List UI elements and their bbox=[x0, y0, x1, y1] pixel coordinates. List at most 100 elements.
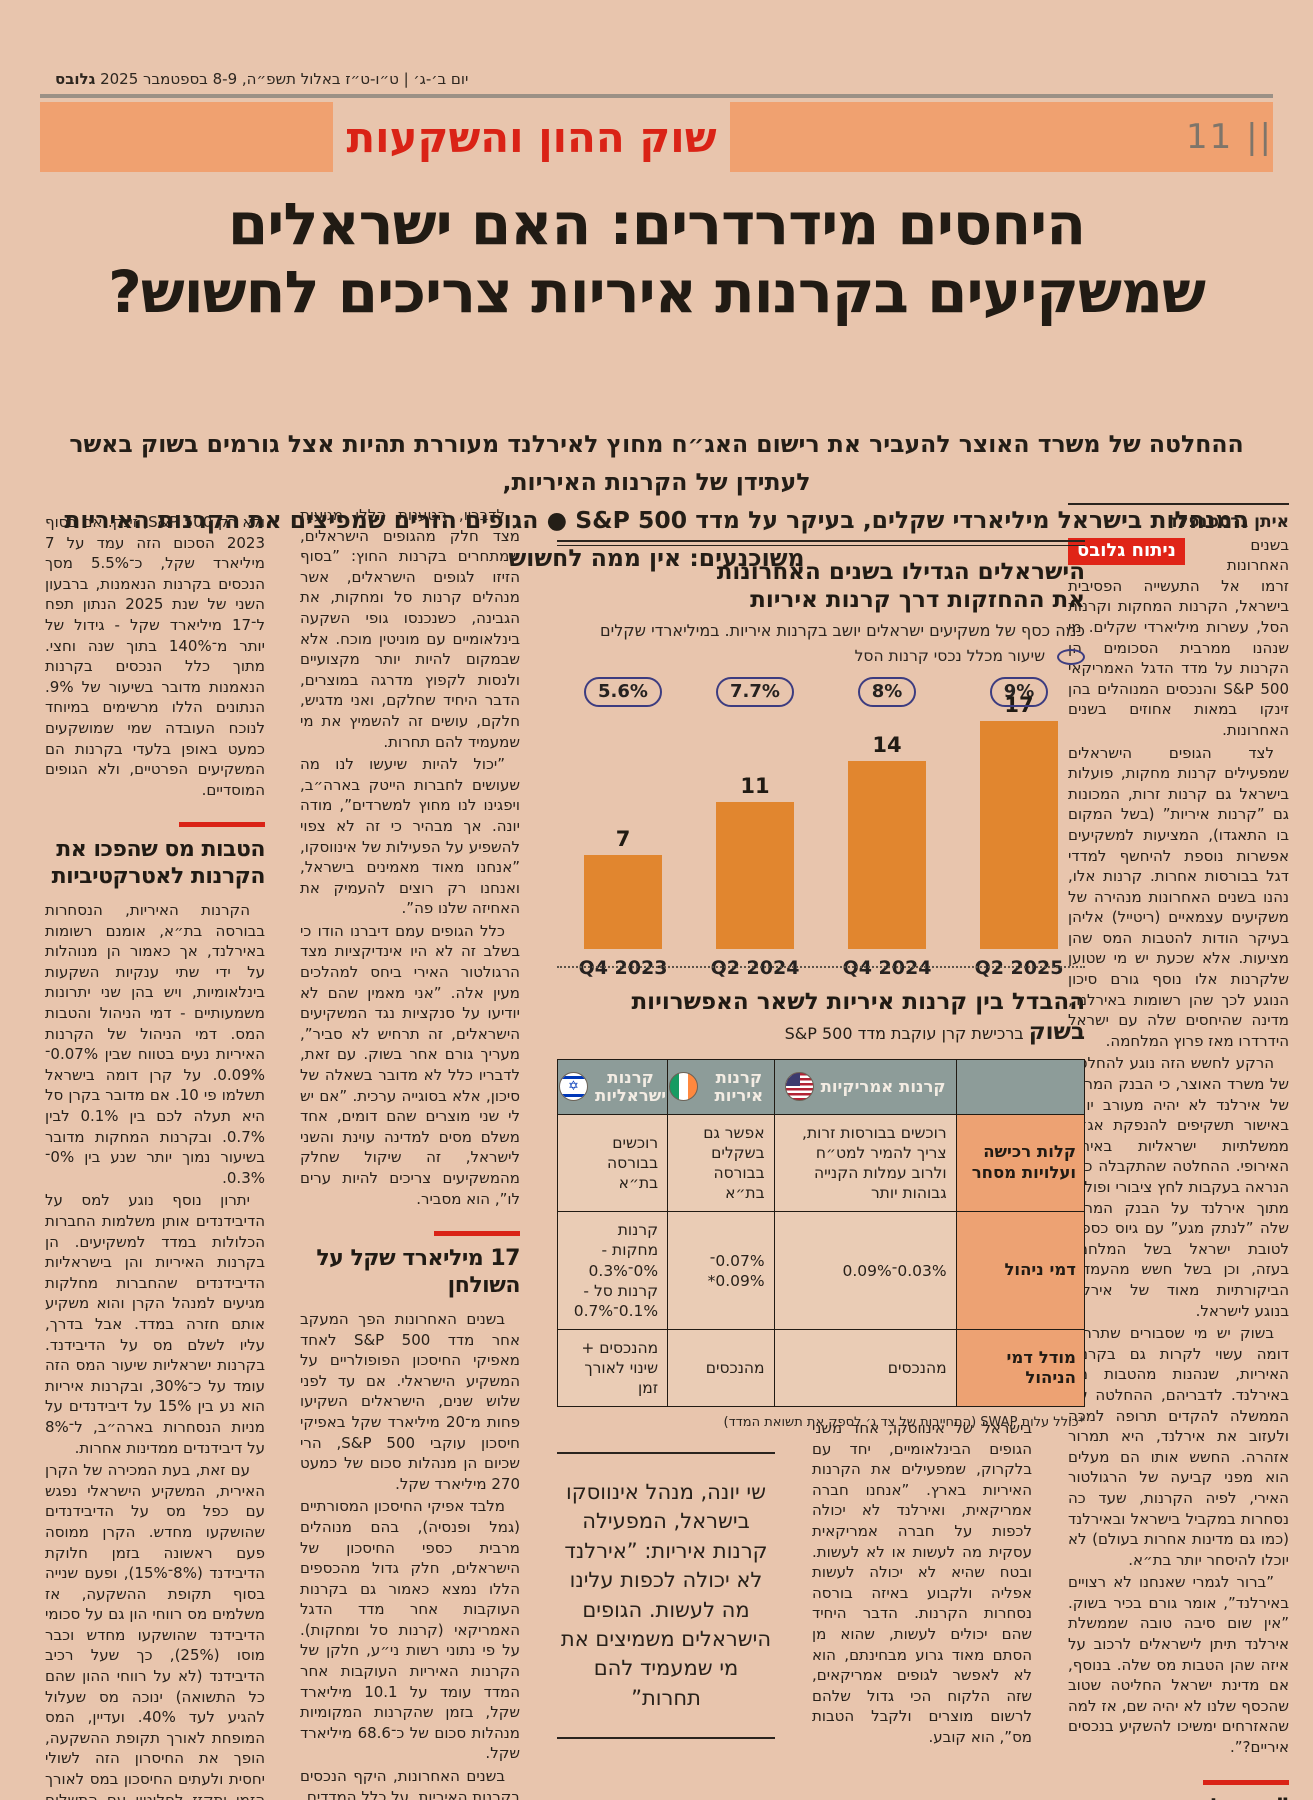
column-subhead-block: 17 מיליארד שקל על השולחן bbox=[300, 1231, 521, 1299]
section-band: 11 || שוק ההון והשקעות bbox=[40, 102, 1273, 172]
body-paragraph: הקרנות האיריות, הנסחרות בבורסה בת״א, אומ… bbox=[45, 901, 265, 1187]
column-header-label: קרנות אמריקיות bbox=[820, 1076, 946, 1096]
table-row: מודל דמי הניהול מהנכסים מהנכסים מהנכסים … bbox=[556, 1329, 1086, 1408]
chart-subtitle: כמה כסף של משקיעים ישראלים יושב בקרנות א… bbox=[600, 621, 1085, 641]
red-bar bbox=[434, 1231, 520, 1237]
body-paragraph: יתרון נוסף נוגע למס על הדיבידנדים אותן מ… bbox=[45, 1191, 265, 1457]
bar-slot: 8% 14 bbox=[821, 677, 953, 950]
pull-quote: שי יונה, מנהל אינווסקו בישראל, המפעילה ק… bbox=[557, 1452, 775, 1740]
chart-block: הישראלים הגדילו בשנים האחרונות את ההחזקו… bbox=[557, 540, 1085, 979]
table-row: קלות רכישה ועלויות מסחר רוכשים בבורסות ז… bbox=[556, 1113, 1086, 1213]
column-header-label: קרנות איריות bbox=[714, 1067, 764, 1105]
us-funds-header: קרנות אמריקיות bbox=[773, 1058, 957, 1115]
band-middle: שוק ההון והשקעות bbox=[333, 102, 730, 172]
chart-top-rule bbox=[557, 540, 1085, 546]
body-paragraph: בישראל של אינווסקו, אחד משני הגופים הבינ… bbox=[812, 1419, 1032, 1746]
bar bbox=[584, 855, 662, 950]
column-header-label: קרנות ישראליות bbox=[595, 1067, 667, 1105]
comparison-table-block: ההבדל בין קרנות איריות לשאר האפשרויות בש… bbox=[556, 988, 1086, 1431]
chart-legend: שיעור מכלל נכסי קרנות הסל bbox=[557, 647, 1085, 665]
category-label: Q2 2025 bbox=[974, 957, 1064, 980]
headline-line2: שמשקיעים בקרנות איריות צריכים לחשוש? bbox=[108, 258, 1206, 327]
subheadline: ההחלטה של משרד האוצר להעביר את רישום האג… bbox=[40, 425, 1273, 577]
section-title: שוק ההון והשקעות bbox=[346, 112, 717, 162]
column-subhead: 17 מיליארד שקל על השולחן bbox=[316, 1246, 520, 1298]
body-paragraph: כלל הגופים עמם דיברנו הודו כי בשלב זה לא… bbox=[300, 921, 520, 1208]
table-header-row: קרנות אמריקיות קרנות איריות ✡ קרנות ישראל… bbox=[556, 1058, 1086, 1115]
table-cell: 0.07%־0.09%* bbox=[667, 1211, 775, 1331]
author-byline: איתן גרסטנפלד bbox=[1168, 512, 1289, 532]
dateline-text: יום ב׳-ג׳ | ט״ו-ט״ז באלול תשפ״ה, 8-9 בספ… bbox=[100, 70, 469, 88]
bar bbox=[848, 761, 926, 950]
table-cell: רוכשים בבורסה בת״א bbox=[556, 1113, 669, 1213]
bar-value-label: 14 bbox=[872, 733, 902, 758]
ireland-flag-icon bbox=[669, 1072, 699, 1102]
body-paragraph: בשוק יש מי שסבורים שתרחיש דומה עשוי לקרו… bbox=[1068, 1324, 1289, 1569]
body-paragraph: ”ברור לגמרי שאנחנו לא רצויים באירלנד”, א… bbox=[1068, 1573, 1289, 1757]
x-axis-labels: Q4 2023 Q2 2024 Q4 2024 Q2 2025 bbox=[557, 957, 1085, 979]
article-column-2: בישראל של אינווסקו, אחד משני הגופים הבינ… bbox=[812, 1418, 1032, 1750]
dateline: יום ב׳-ג׳ | ט״ו-ט״ז באלול תשפ״ה, 8-9 בספ… bbox=[55, 70, 468, 88]
table-cell: אפשר גם בשקלים בבורסה בת״א bbox=[667, 1113, 775, 1213]
column-subhead-block: הטבות מס שהפכו את הקרנות לאטרקטיביות bbox=[45, 822, 266, 890]
share-pill: 9% bbox=[989, 677, 1049, 708]
body-paragraph: הרקע לחשש הזה נוגע להחלטה של משרד האוצר,… bbox=[1068, 1054, 1289, 1320]
bar-chart-plot: 5.6% 7 7.7% 11 8% 14 9% 17 bbox=[557, 677, 1085, 950]
bar-slot: 7.7% 11 bbox=[689, 677, 821, 950]
subheadline-line1: ההחלטה של משרד האוצר להעביר את רישום האג… bbox=[69, 430, 1244, 497]
body-paragraph: ”יכול להיות שיעשו לנו מה שעושים לחברות ה… bbox=[300, 755, 520, 918]
body-paragraph: בשנים האחרונות הפך המעקב אחר מדד S&P 500… bbox=[300, 1309, 520, 1493]
table-title-rest: ברכישת קרן עוקבת מדד S&P 500 bbox=[784, 1023, 1029, 1043]
table-cell: רוכשים בבורסות זרות, צריך להמיר למט״ח ול… bbox=[773, 1113, 957, 1213]
legend-label: שיעור מכלל נכסי קרנות הסל bbox=[854, 647, 1046, 666]
category-label: Q4 2024 bbox=[842, 957, 932, 980]
chart-title-line1: הישראלים הגדילו בשנים האחרונות bbox=[716, 559, 1085, 585]
body-paragraph: לדבריו, הטענות הללו מגיעות מצד חלק מהגופ… bbox=[300, 506, 520, 751]
category-label: Q2 2024 bbox=[710, 957, 800, 980]
analysis-badge: ניתוח גלובס bbox=[1068, 537, 1185, 565]
page-number: 11 || bbox=[1186, 117, 1273, 157]
column-subhead: ”הזיזו לגופים הישראלים את הגבינה” bbox=[1068, 1795, 1290, 1800]
body-paragraph: עם זאת, בעת המכירה של הקרן האירית, המשקי… bbox=[45, 1461, 265, 1800]
byline-rule bbox=[1068, 503, 1289, 505]
article-column-1: איתן גרסטנפלד ניתוח גלובס בשנים האחרונות… bbox=[1068, 503, 1290, 1800]
irish-funds-header: קרנות איריות bbox=[667, 1058, 775, 1115]
brand-logo: גלובס bbox=[55, 70, 96, 88]
dotted-divider bbox=[557, 966, 1085, 968]
paragraph-text: בשנים האחרונות זרמו אל התעשייה הפסיבית ב… bbox=[1068, 535, 1289, 739]
body-paragraph: לצד הגופים הישראלים שמפעילים קרנות מחקות… bbox=[1068, 743, 1289, 1050]
column-subhead: הטבות מס שהפכו את הקרנות לאטרקטיביות bbox=[51, 837, 266, 889]
article-column-3: לדבריו, הטענות הללו מגיעות מצד חלק מהגופ… bbox=[300, 505, 521, 1800]
bar-value-label: 11 bbox=[740, 774, 770, 799]
table-title-bold: בשוק bbox=[1028, 1018, 1085, 1045]
bar-slot: 5.6% 7 bbox=[557, 677, 689, 950]
share-pill: 7.7% bbox=[716, 677, 794, 708]
table-row: דמי ניהול 0.03%־0.09% 0.07%־0.09%* קרנות… bbox=[556, 1211, 1086, 1331]
band-left: 11 || bbox=[730, 102, 1273, 172]
chart-title-line2: את ההחזקות דרך קרנות איריות bbox=[750, 587, 1085, 614]
israel-flag-icon: ✡ bbox=[559, 1072, 588, 1102]
article-column-4: ולא רק S&P 500, זינק. אם בסוף 2023 הסכום… bbox=[45, 512, 266, 1800]
table-cell: מהנכסים + שינוי לאורך זמן bbox=[556, 1329, 669, 1408]
red-bar bbox=[179, 822, 265, 828]
table-footnote: *כולל עלות SWAP (התחייבות של צד ג׳ לספק … bbox=[723, 1415, 1085, 1431]
bar-value-label: 7 bbox=[615, 827, 631, 852]
category-label: Q4 2023 bbox=[578, 957, 668, 980]
bar bbox=[716, 802, 794, 950]
row-label: דמי ניהול bbox=[955, 1211, 1086, 1331]
band-right bbox=[40, 102, 333, 172]
table-cell: מהנכסים bbox=[667, 1329, 775, 1408]
share-pill: 5.6% bbox=[584, 677, 662, 708]
comparison-table: קרנות אמריקיות קרנות איריות ✡ קרנות ישראל… bbox=[556, 1058, 1086, 1408]
headline-line1: היחסים מידרדרים: האם ישראלים bbox=[227, 190, 1086, 258]
us-flag-icon bbox=[784, 1072, 814, 1102]
chart-title: הישראלים הגדילו בשנים האחרונות את ההחזקו… bbox=[557, 558, 1085, 614]
table-cell: 0.03%־0.09% bbox=[773, 1211, 957, 1331]
bar bbox=[980, 721, 1058, 950]
body-paragraph: מלבד אפיקי החיסכון המסורתיים (גמל ופנסיה… bbox=[300, 1497, 521, 1763]
red-bar bbox=[1203, 1779, 1289, 1785]
ellipse-legend-icon bbox=[1057, 648, 1085, 665]
empty-header-cell bbox=[955, 1058, 1086, 1115]
table-cell: קרנות מחקות - 0%־0.3% קרנות סל - 0.1%־0.… bbox=[556, 1211, 669, 1331]
